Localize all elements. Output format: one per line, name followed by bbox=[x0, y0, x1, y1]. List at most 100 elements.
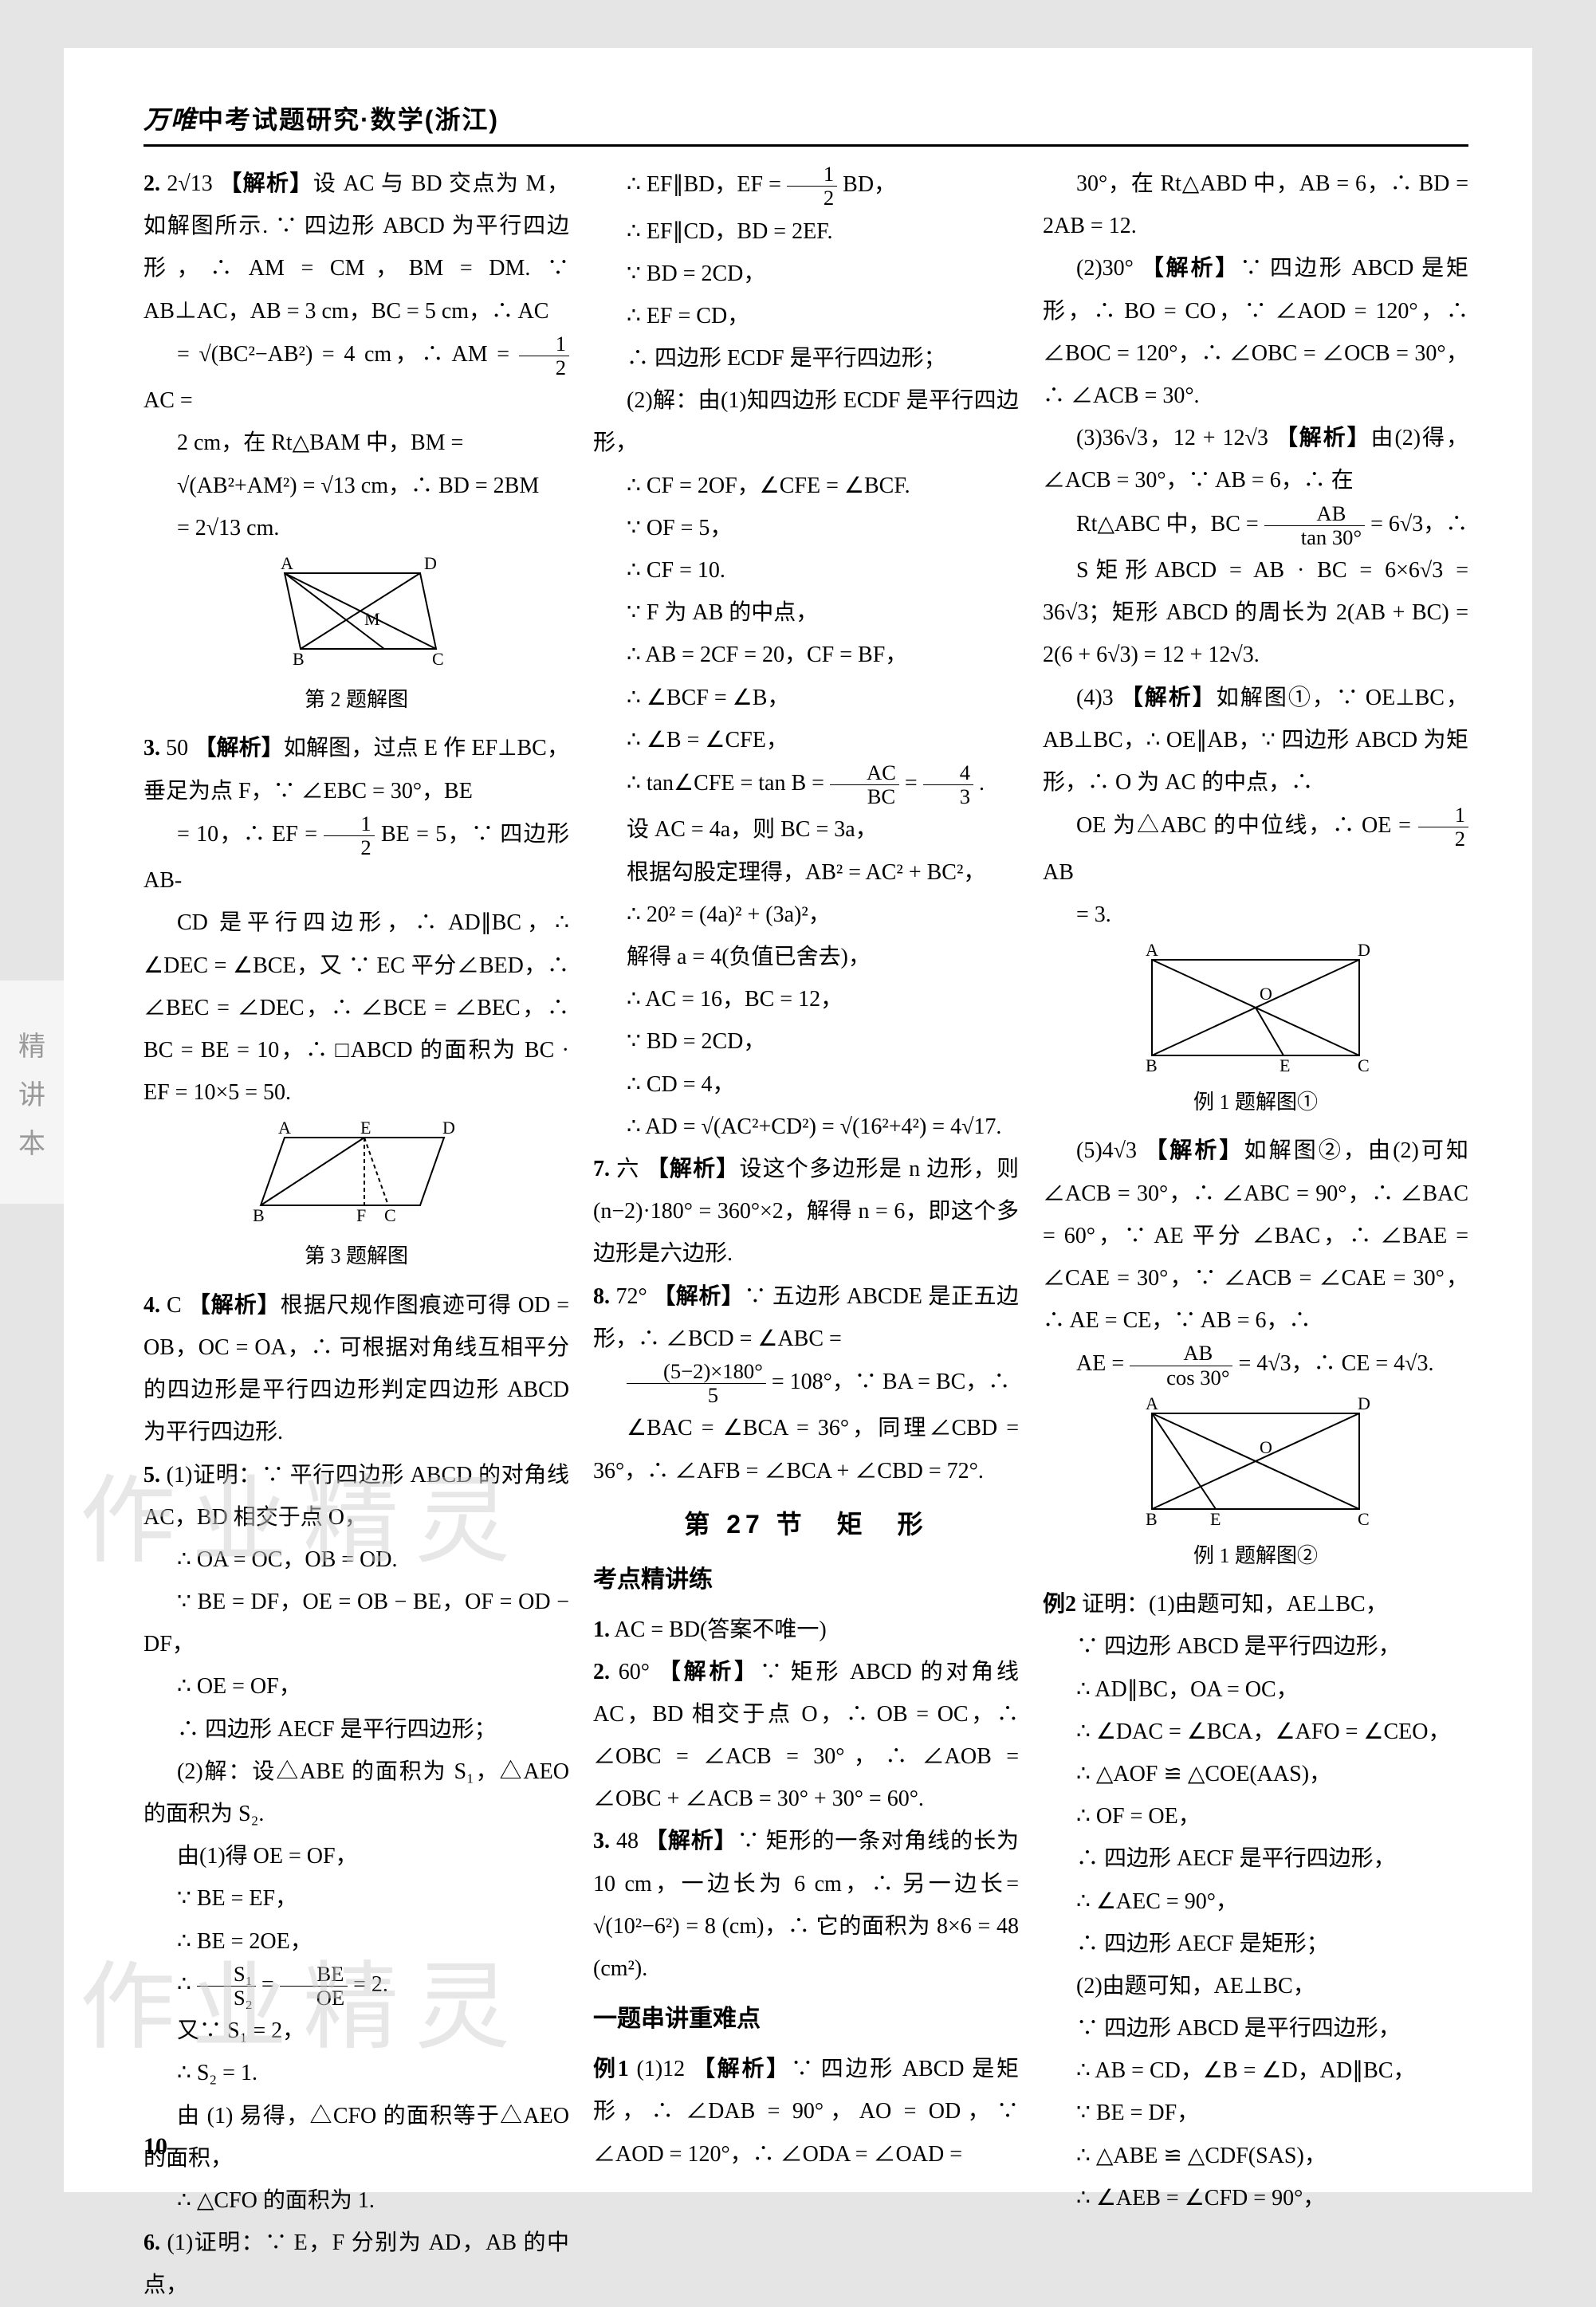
ex1-num: 例1 bbox=[593, 2057, 629, 2081]
q3-body2-line: = 10，∴ EF = 12 BE = 5，∵ 四边形 AB- bbox=[143, 812, 569, 902]
ex2-p3: ∴ AD∥BC，OA = OC， bbox=[1043, 1668, 1468, 1711]
svg-text:A: A bbox=[278, 1122, 291, 1138]
q2-body2: = √(BC²−AB²) = 4 cm，∴ AM = bbox=[177, 342, 519, 367]
q6-line: 6. (1)证明：∵ E，F 分别为 AD，AB 的中点， bbox=[143, 2222, 569, 2306]
q7-ans: 六 bbox=[616, 1157, 639, 1181]
svg-text:E: E bbox=[1280, 1055, 1290, 1075]
q6c-l15: 设 AC = 4a，则 BC = 3a， bbox=[593, 808, 1019, 851]
side-tab-char: 精 bbox=[18, 1024, 45, 1063]
book-header: 万唯中考试题研究·数学(浙江) bbox=[143, 100, 1468, 147]
q6c-l20: ∵ BD = 2CD， bbox=[593, 1020, 1019, 1063]
k3-ans: 48 bbox=[616, 1829, 639, 1853]
fraction: (5−2)×180°5 bbox=[627, 1360, 766, 1408]
q3-body2: = 10，∴ EF = bbox=[177, 822, 324, 847]
ex2-num: 例2 bbox=[1043, 1592, 1076, 1617]
k3-line: 3. 48 【解析】∵ 矩形的一条对角线的长为 10 cm，一边长为 6 cm，… bbox=[593, 1820, 1019, 1990]
column-2: ∴ EF∥BD，EF = 12 BD， ∴ EF∥CD，BD = 2EF. ∵ … bbox=[593, 163, 1019, 2307]
brand: 万唯 bbox=[143, 105, 198, 134]
fraction: 12 bbox=[787, 163, 837, 210]
svg-text:B: B bbox=[293, 649, 305, 669]
ex1c-body4b-line: OE 为△ABC 的中位线，∴ OE = 12 AB bbox=[1043, 804, 1468, 894]
q2-body2-line: = √(BC²−AB²) = 4 cm，∴ AM = 12 AC = bbox=[143, 332, 569, 422]
ex2-p2: ∵ 四边形 ABCD 是平行四边形， bbox=[1043, 1625, 1468, 1668]
q6c-l22: ∴ AD = √(AC²+CD²) = √(16²+4²) = 4√17. bbox=[593, 1106, 1019, 1148]
q8-num: 8. bbox=[593, 1284, 610, 1309]
q4-line: 4. C 【解析】根据尺规作图痕迹可得 OD = OB，OC = OA，∴ 可根… bbox=[143, 1284, 569, 1454]
q7-line: 7. 六 【解析】设这个多边形是 n 边形，则(n−2)·180° = 360°… bbox=[593, 1148, 1019, 1275]
k2-line: 2. 60° 【解析】∵ 矩形 ABCD 的对角线 AC，BD 相交于点 O，∴… bbox=[593, 1651, 1019, 1821]
ex1-fig2-caption: 例 1 题解图② bbox=[1043, 1536, 1468, 1575]
k2-body: ∵ 矩形 ABCD 的对角线 AC，BD 相交于点 O，∴ OB = OC，∴ … bbox=[593, 1660, 1019, 1812]
page-number: 10 bbox=[143, 2133, 167, 2160]
side-tab-char: 讲 bbox=[18, 1073, 45, 1112]
q6c-l21: ∴ CD = 4， bbox=[593, 1063, 1019, 1106]
q4-label: 【解析】 bbox=[188, 1293, 281, 1318]
section-27-title: 第 27 节 矩 形 bbox=[593, 1500, 1019, 1549]
q2-body6: = 2√13 cm. bbox=[143, 507, 569, 549]
svg-text:A: A bbox=[1146, 1397, 1158, 1413]
q6-p1: (1)证明：∵ E，F 分别为 AD，AB 的中点， bbox=[143, 2230, 569, 2297]
fraction: 12 bbox=[1418, 804, 1468, 851]
q5-p4: ∴ OE = OF， bbox=[143, 1665, 569, 1708]
ex2-p5: ∴ △AOF ≌ △COE(AAS)， bbox=[1043, 1753, 1468, 1795]
q5-line: 5. (1)证明：∵ 平行四边形 ABCD 的对角线 AC，BD 相交于点 O， bbox=[143, 1454, 569, 1539]
q2-body3: AC = bbox=[143, 388, 193, 413]
ex2-p12: ∴ AB = CD，∠B = ∠D，AD∥BC， bbox=[1043, 2050, 1468, 2092]
svg-text:C: C bbox=[432, 649, 444, 669]
q5-p14: ∴ △CFO 的面积为 1. bbox=[143, 2179, 569, 2222]
column-3: 30°，在 Rt△ABD 中，AB = 6，∴ BD = 2AB = 12. (… bbox=[1043, 163, 1468, 2307]
k2-ans: 60° bbox=[619, 1660, 650, 1684]
side-tab: 精 讲 本 bbox=[0, 981, 64, 1204]
q5-p3: ∵ BE = DF，OE = OB − BE，OF = OD − DF， bbox=[143, 1581, 569, 1665]
q6c-l8: ∵ OF = 5， bbox=[593, 507, 1019, 549]
svg-text:E: E bbox=[1210, 1509, 1221, 1529]
ex1c-body3b-line: Rt△ABC 中，BC = ABtan 30° = 6√3，∴ bbox=[1043, 502, 1468, 550]
ex1-fig2: A D B C O E 例 1 题解图② bbox=[1043, 1397, 1468, 1575]
q5-p6: (2)解：设△ABE 的面积为 S₁，△AEO 的面积为 S₂. bbox=[143, 1751, 569, 1835]
ex2-p10: (2)由题可知，AE⊥BC， bbox=[1043, 1965, 1468, 2007]
q2-figure: A D B C M 第 2 题解图 bbox=[143, 557, 569, 719]
q2-body5: √(AB²+AM²) = √13 cm，∴ BD = 2BM bbox=[143, 465, 569, 507]
q2-fig-caption: 第 2 题解图 bbox=[143, 680, 569, 719]
ex1c-l5-line: (5)4√3 【解析】如解图②，由(2)可知∠ACB = 30°，∴ ∠ABC … bbox=[1043, 1130, 1468, 1342]
q5-p1: (1)证明：∵ 平行四边形 ABCD 的对角线 AC，BD 相交于点 O， bbox=[143, 1463, 569, 1530]
ex1c-l3-line: (3)36√3，12 + 12√3 【解析】由(2)得，∠ACB = 30°，∵… bbox=[1043, 417, 1468, 501]
k2-label: 【解析】 bbox=[658, 1660, 760, 1684]
q6c-l9: ∴ CF = 10. bbox=[593, 549, 1019, 591]
q6c-l16: 根据勾股定理得，AB² = AC² + BC²， bbox=[593, 851, 1019, 894]
q6-num: 6. bbox=[143, 2230, 160, 2255]
fraction: S₁S₂ bbox=[197, 1963, 256, 2010]
ex2-p6: ∴ OF = OE， bbox=[1043, 1795, 1468, 1837]
q6c-l2: ∴ EF∥CD，BD = 2EF. bbox=[593, 210, 1019, 253]
q5-num: 5. bbox=[143, 1463, 160, 1488]
ex2-p13: ∵ BE = DF， bbox=[1043, 2092, 1468, 2134]
ex2-p14: ∴ △ABE ≌ △CDF(SAS)， bbox=[1043, 2135, 1468, 2177]
q7-num: 7. bbox=[593, 1157, 610, 1181]
ex2-line: 例2 证明：(1)由题可知，AE⊥BC， bbox=[1043, 1583, 1468, 1625]
q3-body4: CD 是平行四边形，∴ AD∥BC，∴ ∠DEC = ∠BCE，又 ∵ EC 平… bbox=[143, 902, 569, 1114]
svg-text:C: C bbox=[384, 1205, 396, 1225]
q5-p2: ∴ OA = OC，OB = OD. bbox=[143, 1539, 569, 1581]
k2-num: 2. bbox=[593, 1660, 610, 1684]
q8-ans: 72° bbox=[616, 1284, 647, 1309]
q8-line: 8. 72° 【解析】∵ 五边形 ABCDE 是正五边形，∴ ∠BCD = ∠A… bbox=[593, 1275, 1019, 1360]
ex1c-body5b-line: AE = ABcos 30° = 4√3，∴ CE = 4√3. bbox=[1043, 1342, 1468, 1389]
svg-text:B: B bbox=[1146, 1055, 1158, 1075]
q6c-l1: ∴ EF∥BD，EF = 12 BD， bbox=[593, 163, 1019, 210]
ex2-p4: ∴ ∠DAC = ∠BCA，∠AFO = ∠CEO， bbox=[1043, 1711, 1468, 1753]
fraction: BEOE bbox=[280, 1963, 348, 2010]
q5-p11: 又∵ S₁ = 2， bbox=[143, 2010, 569, 2052]
q2-ans: 2√13 bbox=[167, 171, 212, 196]
k1-num: 1. bbox=[593, 1617, 610, 1642]
k3-num: 3. bbox=[593, 1829, 610, 1853]
q6c-l14: ∴ tan∠CFE = tan B = ACBC = 43 . bbox=[593, 761, 1019, 809]
q3-line: 3. 50 【解析】如解图，过点 E 作 EF⊥BC，垂足为点 F，∵ ∠EBC… bbox=[143, 727, 569, 812]
ex1-fig1: A D B C O E 例 1 题解图① bbox=[1043, 944, 1468, 1122]
q6c-l5: ∴ 四边形 ECDF 是平行四边形； bbox=[593, 337, 1019, 379]
ex1-label: 【解析】 bbox=[693, 2057, 791, 2081]
q4-num: 4. bbox=[143, 1293, 160, 1318]
q6c-l12: ∴ ∠BCF = ∠B， bbox=[593, 677, 1019, 719]
svg-text:D: D bbox=[1358, 1397, 1370, 1413]
q8-label: 【解析】 bbox=[653, 1284, 744, 1309]
svg-text:E: E bbox=[360, 1122, 371, 1138]
